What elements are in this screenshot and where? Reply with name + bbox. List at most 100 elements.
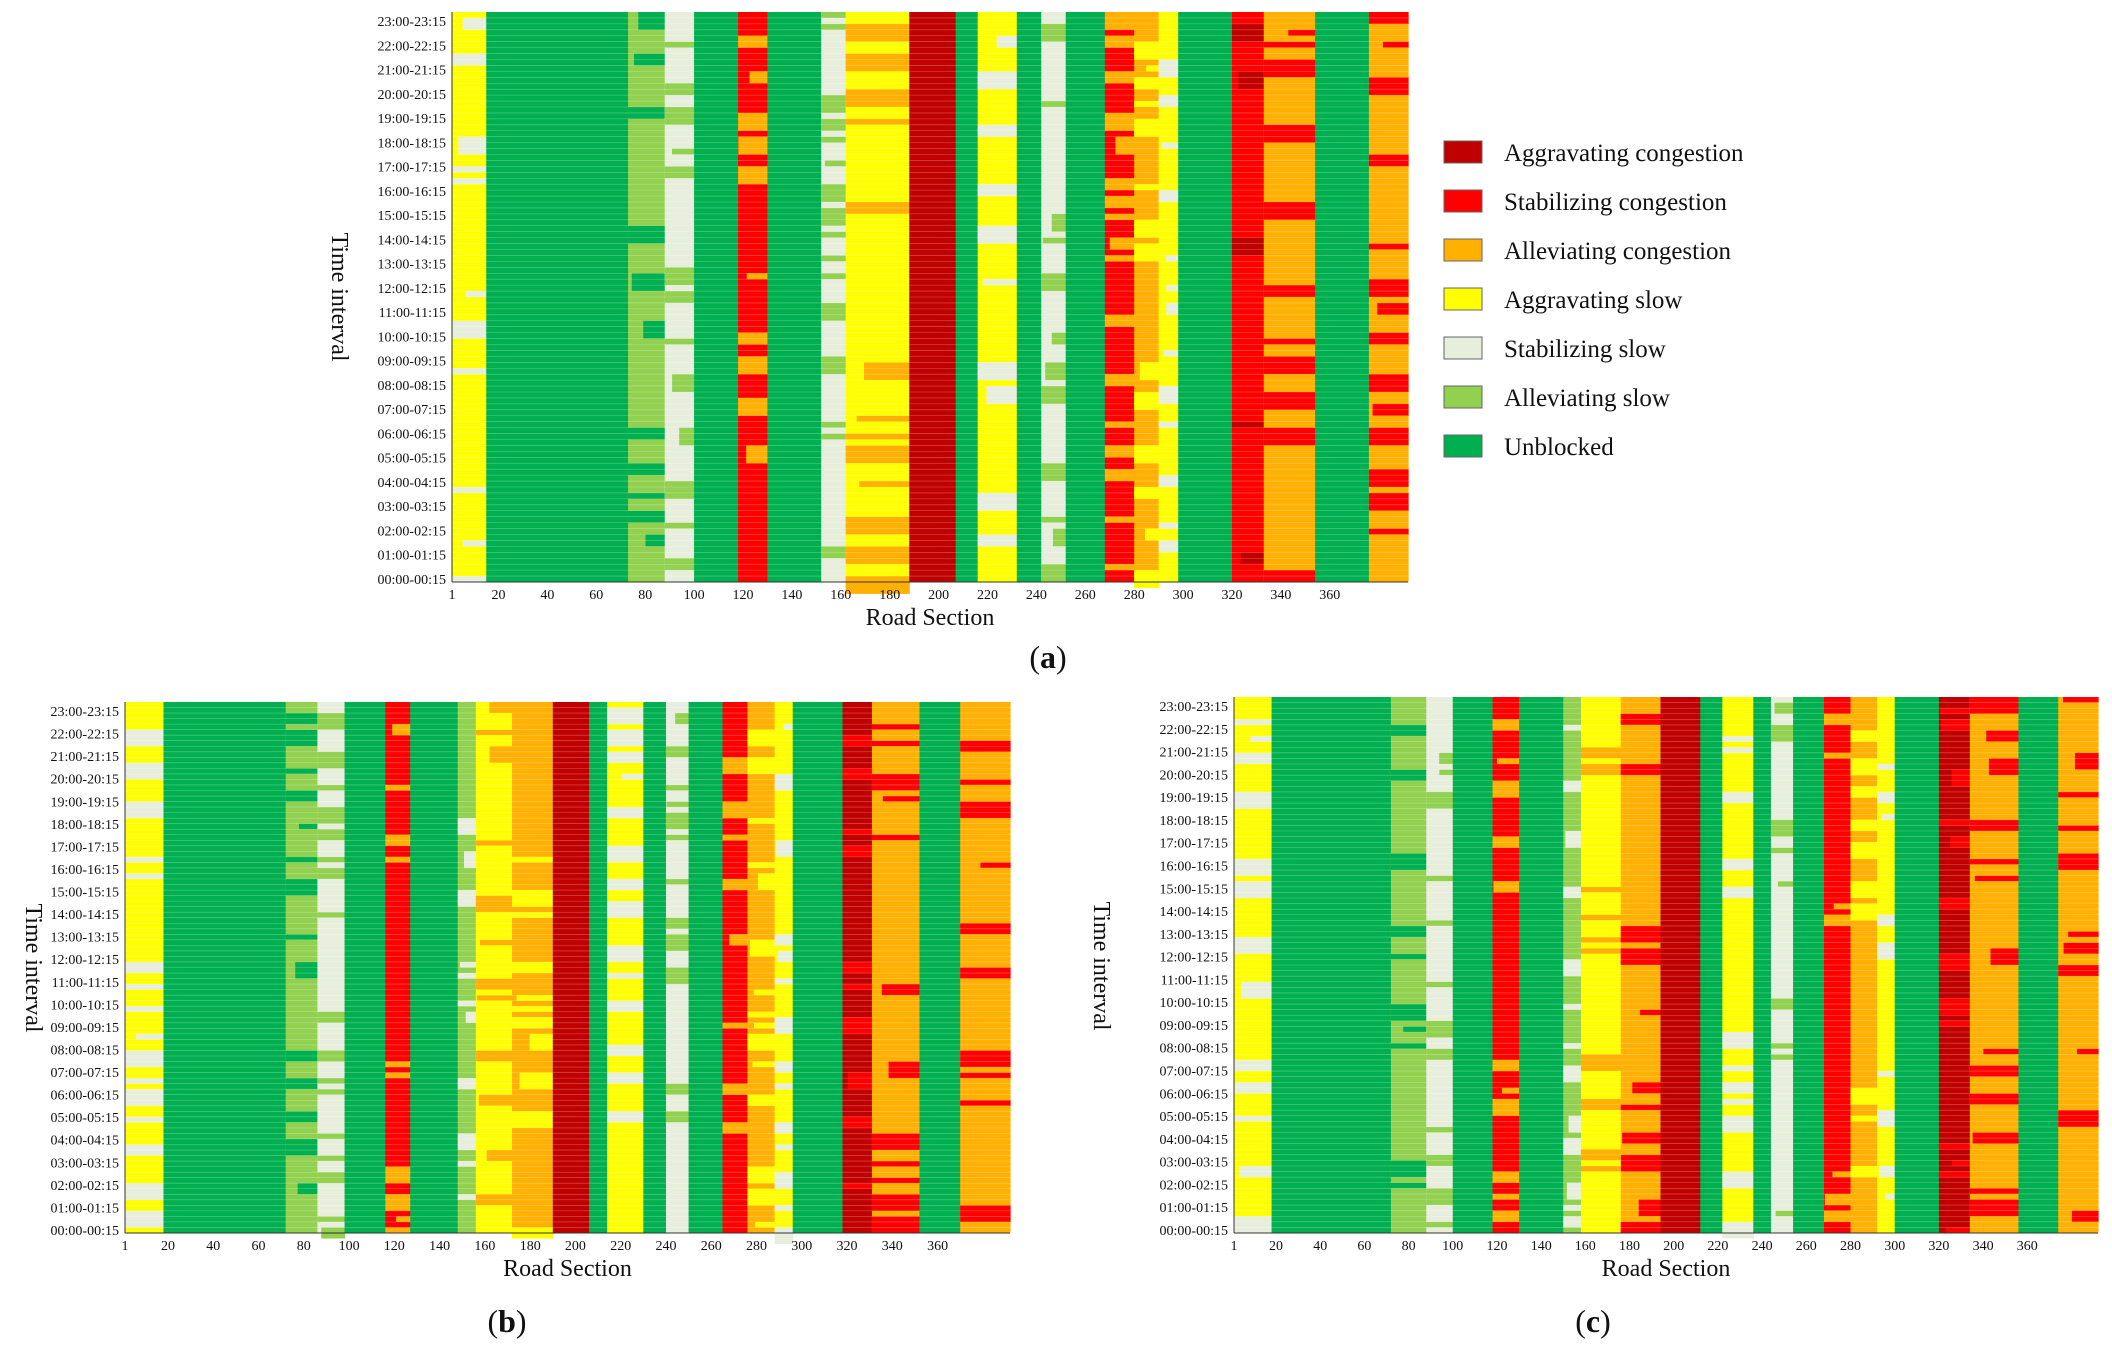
x-tick-label: 100 [684,588,705,603]
heatmap-cell [457,1161,477,1167]
heatmap-band [1065,12,1106,582]
heatmap-cell [1158,475,1179,488]
legend-swatch [1443,434,1483,458]
heatmap-band [643,702,667,1233]
y-tick-label: 19:00-19:15 [378,112,446,127]
heatmap-cell [476,995,513,1001]
heatmap-cell [285,1050,318,1062]
heatmap-band [909,12,957,582]
heatmap-cell [1382,41,1409,48]
heatmap-cell [1823,1210,1852,1222]
heatmap-a-cells [451,12,1409,594]
heatmap-cell [1263,427,1316,446]
y-tick-label: 22:00-22:15 [1160,723,1228,738]
heatmap-cell [1568,1115,1582,1133]
y-tick-label: 03:00-03:15 [51,1156,119,1171]
heatmap-band [410,702,459,1233]
heatmap-cell [512,912,554,918]
y-tick-label: 05:00-05:15 [378,452,446,467]
heatmap-cell [1439,752,1454,764]
x-tick-label: 60 [1357,1239,1371,1254]
heatmap-cell [665,879,690,885]
heatmap-cell [385,834,411,846]
heatmap-cell [776,840,794,857]
legend-swatch [1443,238,1483,262]
heatmap-cell [1426,1020,1454,1038]
heatmap-cell [1390,769,1427,781]
heatmap-cell [285,856,318,863]
heatmap-cell [1877,1071,1896,1077]
heatmap-cell [529,1033,554,1051]
heatmap-cell [1565,831,1582,848]
heatmap-cell [1938,1020,1971,1027]
heatmap-cell [1042,237,1067,244]
heatmap-cell [1041,386,1067,404]
heatmap-band [1877,697,1896,1233]
heatmap-cell [664,481,695,499]
legend-label: Aggravating congestion [1504,140,1744,167]
heatmap-a-y-ticks: 00:00-00:15 01:00-01:15 02:00-02:15 03:00-0… [378,15,446,588]
y-tick-label: 02:00-02:15 [51,1179,119,1194]
heatmap-cell [1231,421,1265,428]
heatmap-cell [753,989,776,996]
heatmap-cell [317,1133,346,1139]
heatmap-cell [871,724,921,730]
heatmap-cell [847,1072,873,1090]
heatmap-band [1271,697,1392,1233]
heatmap-cell [1938,1171,1971,1178]
heatmap-cell [1850,903,1878,921]
heatmap-cell [821,12,847,18]
heatmap-cell [1632,1082,1662,1094]
heatmap-cell [679,427,695,446]
heatmap-cell [842,829,873,835]
heatmap-cell [607,751,644,763]
x-tick-label: 340 [882,1239,903,1254]
heatmap-cell [607,1111,644,1123]
heatmap-cell [125,729,165,747]
heatmap-cell [1163,350,1179,357]
heatmap-cell [1988,758,2020,776]
heatmap-cell [1426,981,1454,988]
heatmap-cell [665,1083,690,1095]
heatmap-band [1823,697,1852,1233]
y-tick-label: 16:00-16:15 [51,863,119,878]
heatmap-cell [665,1111,690,1123]
x-tick-label: 340 [1973,1239,1994,1254]
heatmap-cell [1620,1154,1662,1172]
heatmap-band [688,702,724,1233]
heatmap-cell [664,166,695,179]
heatmap-cell [1390,1004,1427,1021]
heatmap-cell [1104,213,1135,220]
heatmap-cell [738,166,769,185]
heatmap-cell [747,1188,776,1206]
heatmap-cell [996,35,1018,48]
heatmap-cell [856,415,910,422]
heatmap-cell [672,148,695,155]
heatmap-cell [1832,1171,1852,1178]
heatmap-cell [1368,77,1409,96]
heatmap-cell [749,71,769,84]
x-tick-label: 200 [565,1239,586,1254]
legend-swatch [1443,336,1483,360]
heatmap-cell [1580,886,1622,893]
heatmap-cell [1622,1132,1662,1144]
heatmap-cell [1368,332,1409,345]
heatmap-cell [2058,791,2099,798]
x-tick-label: 100 [1442,1239,1463,1254]
y-tick-label: 23:00-23:15 [51,705,119,720]
heatmap-cell [317,1078,346,1084]
x-tick-label: 180 [879,588,900,603]
heatmap-cell [1580,1054,1622,1072]
heatmap-cell [960,740,1011,752]
heatmap-band [738,12,769,582]
heatmap-cell [2058,965,2099,977]
legend-label: Unblocked [1504,434,1614,461]
heatmap-cell [1770,847,1794,854]
x-tick-label: 40 [540,588,554,603]
heatmap-cell [1823,914,1852,926]
heatmap-band [475,702,513,1233]
heatmap-cell [1241,981,1273,999]
x-tick-label: 300 [1173,588,1194,603]
heatmap-cell [1775,1210,1794,1217]
heatmap-cell [821,95,847,113]
